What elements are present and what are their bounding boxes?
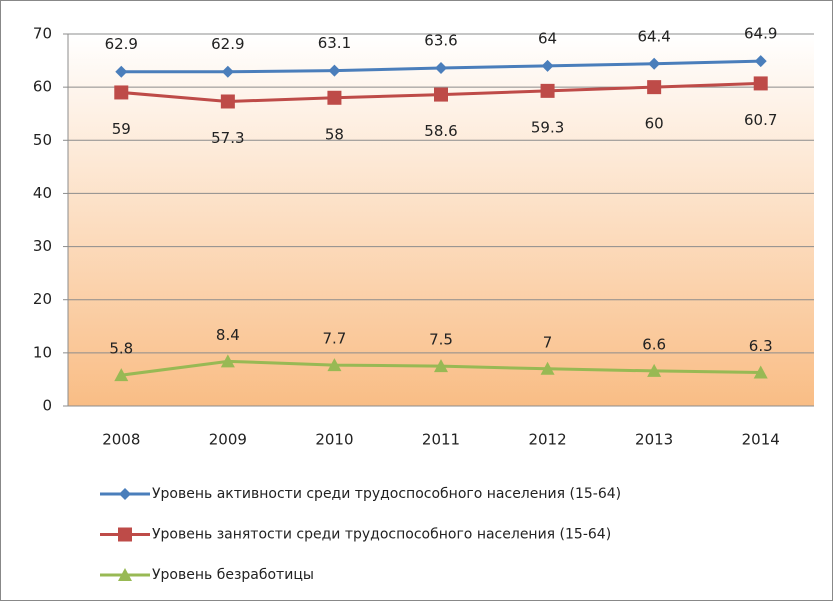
data-label: 62.9 <box>211 35 244 53</box>
x-tick-label: 2011 <box>422 431 460 449</box>
data-point <box>328 64 341 77</box>
data-label: 63.1 <box>318 34 351 52</box>
data-point <box>754 55 767 68</box>
legend-label: Уровень занятости среди трудоспособного … <box>152 527 611 543</box>
data-label: 59 <box>112 120 131 138</box>
data-point <box>327 90 342 105</box>
x-tick-label: 2008 <box>102 431 140 449</box>
data-label: 58 <box>325 125 344 143</box>
legend-marker <box>118 527 132 542</box>
data-point <box>753 76 768 91</box>
data-label: 62.9 <box>105 35 138 53</box>
x-tick-label: 2013 <box>635 431 673 449</box>
data-label: 60.7 <box>744 111 777 129</box>
data-point <box>540 361 555 375</box>
data-point <box>114 85 129 100</box>
data-point <box>540 83 555 98</box>
data-point <box>220 354 235 368</box>
data-point <box>647 363 662 377</box>
data-point <box>114 368 129 382</box>
data-label: 64.4 <box>637 27 670 45</box>
data-label: 64 <box>538 29 557 47</box>
y-tick-label: 0 <box>42 397 52 415</box>
data-point <box>435 62 447 75</box>
data-point <box>647 80 662 95</box>
data-label: 5.8 <box>109 340 133 358</box>
y-tick-label: 60 <box>33 78 52 96</box>
data-label: 7 <box>543 333 553 351</box>
data-label: 8.4 <box>216 326 240 344</box>
x-tick-label: 2012 <box>528 431 566 449</box>
y-tick-label: 70 <box>33 25 52 43</box>
x-tick-label: 2009 <box>209 431 247 449</box>
y-tick-label: 50 <box>33 131 52 149</box>
data-point <box>434 87 448 102</box>
data-label: 7.5 <box>429 331 453 349</box>
legend-marker <box>119 488 131 500</box>
data-point <box>115 65 128 78</box>
x-tick-label: 2014 <box>742 431 780 449</box>
data-point <box>434 359 448 373</box>
data-label: 64.9 <box>744 25 777 43</box>
data-point <box>648 57 661 70</box>
data-label: 7.7 <box>322 330 346 348</box>
data-label: 6.3 <box>749 337 773 355</box>
data-point <box>327 358 342 372</box>
y-tick-label: 10 <box>33 343 52 361</box>
data-point <box>541 59 554 72</box>
data-label: 63.6 <box>424 32 457 50</box>
data-label: 57.3 <box>211 129 244 147</box>
data-label: 6.6 <box>642 335 666 353</box>
y-tick-label: 40 <box>33 184 52 202</box>
data-point <box>221 65 234 78</box>
data-point <box>220 94 235 109</box>
legend-label: Уровень активности среди трудоспособного… <box>152 486 621 502</box>
data-label: 60 <box>645 115 664 133</box>
y-tick-label: 30 <box>33 237 52 255</box>
legend-label: Уровень безработицы <box>152 567 314 583</box>
data-point <box>753 365 768 379</box>
legend-marker <box>118 568 132 581</box>
data-label: 58.6 <box>424 122 457 140</box>
y-tick-label: 20 <box>33 290 52 308</box>
x-tick-label: 2010 <box>315 431 353 449</box>
data-label: 59.3 <box>531 118 564 136</box>
